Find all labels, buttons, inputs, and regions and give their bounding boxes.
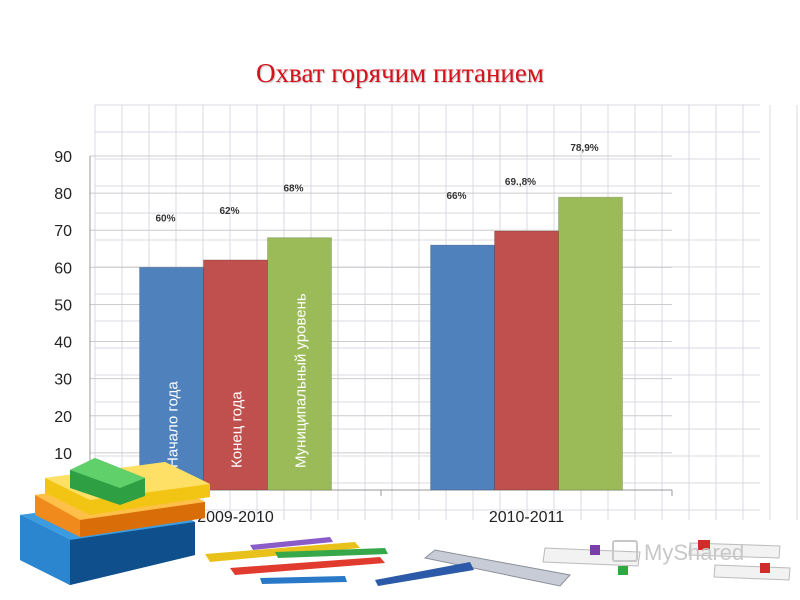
y-tick-label: 50 <box>54 297 72 314</box>
bar <box>267 237 332 491</box>
bar <box>494 230 559 491</box>
bar <box>203 259 268 491</box>
y-tick-label: 60 <box>54 260 72 277</box>
legend-label: Начало года <box>165 381 182 468</box>
data-label: 68% <box>283 184 303 195</box>
page-title: Охват горячим питанием <box>256 58 544 88</box>
data-label: 69.,8% <box>505 177 536 188</box>
watermark-text: MyShared <box>644 540 745 565</box>
data-label: 60% <box>155 213 175 224</box>
y-tick-label: 40 <box>54 335 72 352</box>
y-tick-label: 90 <box>54 149 72 166</box>
x-tick-label: 2009-2010 <box>197 509 274 526</box>
y-tick-label: 10 <box>54 446 72 463</box>
legend-label: Конец года <box>229 391 246 468</box>
y-tick-label: 30 <box>54 372 72 389</box>
bar <box>558 196 623 491</box>
x-tick-label: 2010-2011 <box>489 509 564 526</box>
y-tick-label: 20 <box>54 409 72 426</box>
data-label: 78,9% <box>570 143 598 154</box>
y-tick-label: 0 <box>63 483 72 500</box>
watermark-icon <box>612 540 638 562</box>
watermark-logo: MyShared <box>612 540 744 566</box>
data-label: 62% <box>219 206 239 217</box>
data-label: 66% <box>446 191 466 202</box>
bar <box>139 266 204 491</box>
y-tick-label: 70 <box>54 223 72 240</box>
bar <box>430 244 495 491</box>
y-tick-label: 80 <box>54 186 72 203</box>
legend-label: Муниципальный уровень <box>293 293 310 468</box>
